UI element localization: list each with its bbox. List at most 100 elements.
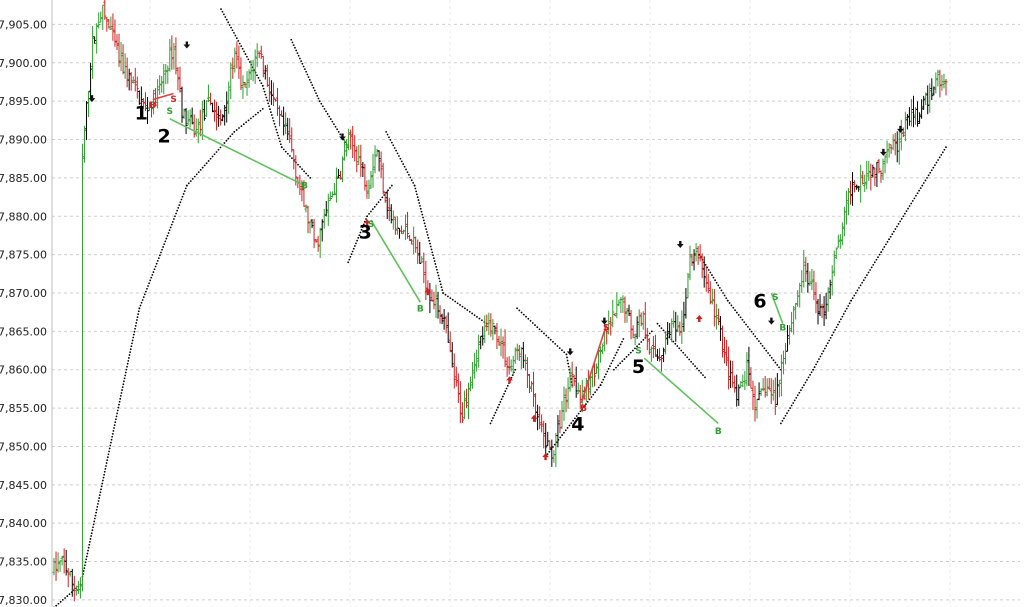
sar-dot bbox=[916, 192, 919, 195]
sar-dot bbox=[123, 377, 126, 380]
sar-dot bbox=[500, 398, 503, 401]
sar-dot bbox=[880, 251, 883, 253]
sar-dot bbox=[139, 304, 142, 307]
sar-dot bbox=[134, 324, 137, 327]
sar-dot bbox=[310, 81, 312, 84]
sar-dot bbox=[177, 206, 180, 209]
sar-dot bbox=[499, 401, 502, 403]
sar-dot bbox=[859, 284, 862, 287]
sar-dot bbox=[222, 13, 225, 16]
sar-dot bbox=[902, 215, 905, 218]
wave-label: 3 bbox=[359, 222, 372, 244]
sar-dot bbox=[136, 316, 139, 318]
sar-dot bbox=[602, 378, 605, 381]
sar-dot bbox=[298, 57, 301, 60]
sar-dot bbox=[801, 386, 804, 389]
sar-dot bbox=[739, 316, 742, 319]
sar-dot bbox=[941, 151, 944, 154]
sar-dot bbox=[932, 166, 935, 169]
sar-dot bbox=[468, 310, 471, 313]
sar-dot bbox=[409, 176, 412, 179]
up-arrow-icon bbox=[695, 315, 703, 323]
sar-dot bbox=[818, 358, 820, 360]
sar-dot bbox=[183, 190, 186, 193]
sar-dot bbox=[610, 362, 613, 365]
sar-dot bbox=[547, 336, 550, 339]
sar-dot bbox=[88, 543, 91, 546]
signal-letter: B bbox=[715, 427, 722, 437]
sar-dot bbox=[95, 511, 97, 514]
sar-dot bbox=[492, 417, 494, 419]
sar-dot bbox=[416, 196, 419, 199]
sar-dot bbox=[763, 347, 766, 350]
sar-dot bbox=[101, 479, 104, 482]
sar-dot bbox=[129, 351, 132, 354]
sar-dot bbox=[471, 312, 474, 315]
up-arrow-icon bbox=[530, 414, 538, 422]
sar-dot bbox=[137, 310, 140, 313]
y-tick-label: 7,885.00 bbox=[0, 172, 47, 185]
sar-dot bbox=[261, 107, 264, 110]
sar-dot bbox=[138, 307, 141, 310]
sar-dot bbox=[601, 381, 603, 384]
sar-dot bbox=[605, 373, 607, 376]
wave-label: 4 bbox=[571, 413, 584, 435]
sar-dot bbox=[476, 315, 478, 318]
sar-dot bbox=[750, 330, 753, 333]
sar-dot bbox=[207, 160, 210, 162]
down-arrow-icon bbox=[767, 317, 775, 325]
sar-dot bbox=[609, 365, 611, 368]
sar-dot bbox=[166, 234, 169, 237]
sar-dot bbox=[838, 321, 841, 323]
sar-dot bbox=[256, 74, 258, 77]
sar-dot bbox=[295, 49, 298, 52]
down-arrow-icon bbox=[339, 133, 346, 141]
sar-dot bbox=[400, 160, 403, 163]
sar-dot bbox=[257, 76, 260, 79]
sar-dot bbox=[821, 352, 823, 355]
sar-dot bbox=[621, 340, 623, 343]
sar-dot bbox=[118, 400, 121, 403]
sar-dot bbox=[908, 205, 911, 207]
sar-dot bbox=[815, 363, 817, 366]
sar-dot bbox=[235, 129, 238, 131]
sar-dot bbox=[68, 593, 71, 596]
sar-dot bbox=[940, 153, 943, 156]
sar-dot bbox=[563, 431, 565, 434]
signal-line bbox=[370, 219, 421, 303]
sar-dot bbox=[353, 245, 356, 247]
sar-dot bbox=[252, 115, 255, 118]
sar-dot bbox=[88, 540, 91, 543]
sar-dot bbox=[150, 276, 153, 279]
sar-dot bbox=[424, 225, 427, 228]
sar-dot bbox=[867, 271, 870, 274]
sar-dot bbox=[107, 453, 110, 456]
sar-dot bbox=[169, 226, 172, 229]
sar-dot bbox=[631, 349, 634, 352]
sar-dot bbox=[233, 32, 235, 34]
sar-dot bbox=[228, 24, 231, 26]
sar-dot bbox=[348, 258, 351, 261]
sar-dot bbox=[684, 354, 687, 356]
sar-dot bbox=[686, 356, 689, 359]
sar-dot bbox=[110, 438, 113, 441]
sar-dot bbox=[274, 125, 277, 128]
sar-dot bbox=[356, 239, 359, 242]
sar-dot bbox=[321, 105, 324, 108]
sar-dot bbox=[440, 286, 443, 289]
sar-dot bbox=[305, 70, 307, 73]
sar-dot bbox=[347, 261, 350, 264]
sar-dot bbox=[825, 344, 828, 347]
sar-dot bbox=[109, 444, 112, 447]
sar-dot bbox=[144, 290, 147, 293]
sar-dot bbox=[302, 65, 305, 68]
sar-dot bbox=[95, 508, 98, 511]
sar-dot bbox=[618, 346, 621, 349]
sar-dot bbox=[711, 274, 713, 276]
signal-letter: B bbox=[301, 182, 308, 192]
sar-dot bbox=[359, 231, 362, 234]
sar-dot bbox=[153, 268, 156, 271]
sar-dot bbox=[776, 364, 779, 366]
sar-dot bbox=[577, 412, 580, 415]
